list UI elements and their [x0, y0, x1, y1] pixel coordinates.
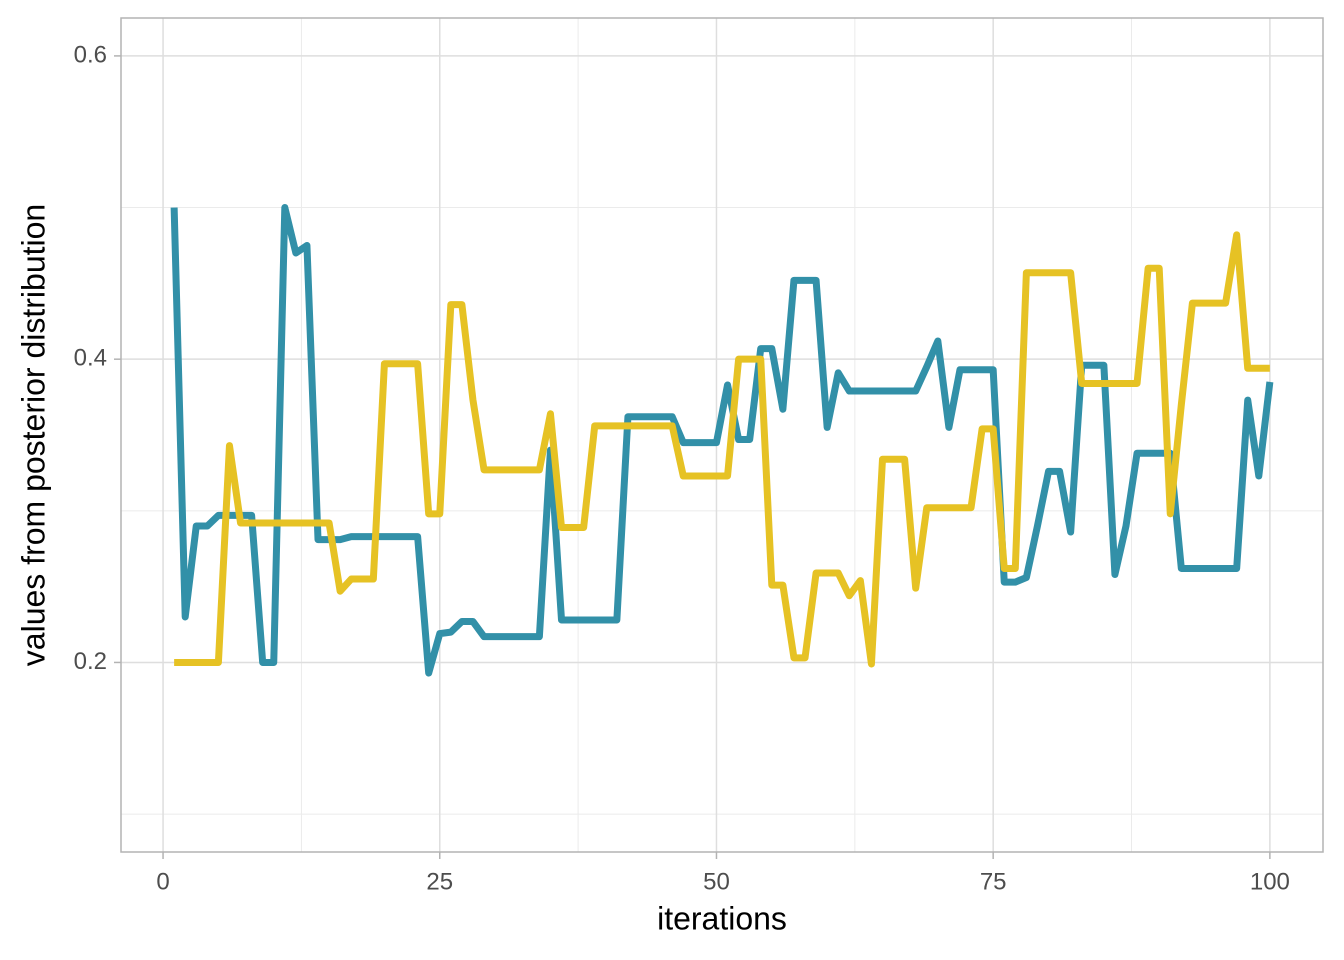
plot-panel — [121, 18, 1323, 852]
series-line — [170, 204, 1274, 677]
panel-border — [120, 17, 1324, 853]
y-axis-title: values from posterior distribution — [15, 204, 51, 666]
x-tick-label: 0 — [156, 868, 169, 895]
series-line — [174, 231, 1270, 668]
x-tick-label: 100 — [1250, 868, 1290, 895]
x-tick-label: 75 — [980, 868, 1007, 895]
y-tick-label: 0.2 — [74, 648, 107, 675]
y-tick-label: 0.6 — [74, 41, 107, 68]
x-tick-label: 25 — [426, 868, 453, 895]
x-axis-title: iterations — [657, 900, 787, 936]
y-tick-label: 0.4 — [74, 345, 107, 372]
x-tick-label: 50 — [703, 868, 730, 895]
